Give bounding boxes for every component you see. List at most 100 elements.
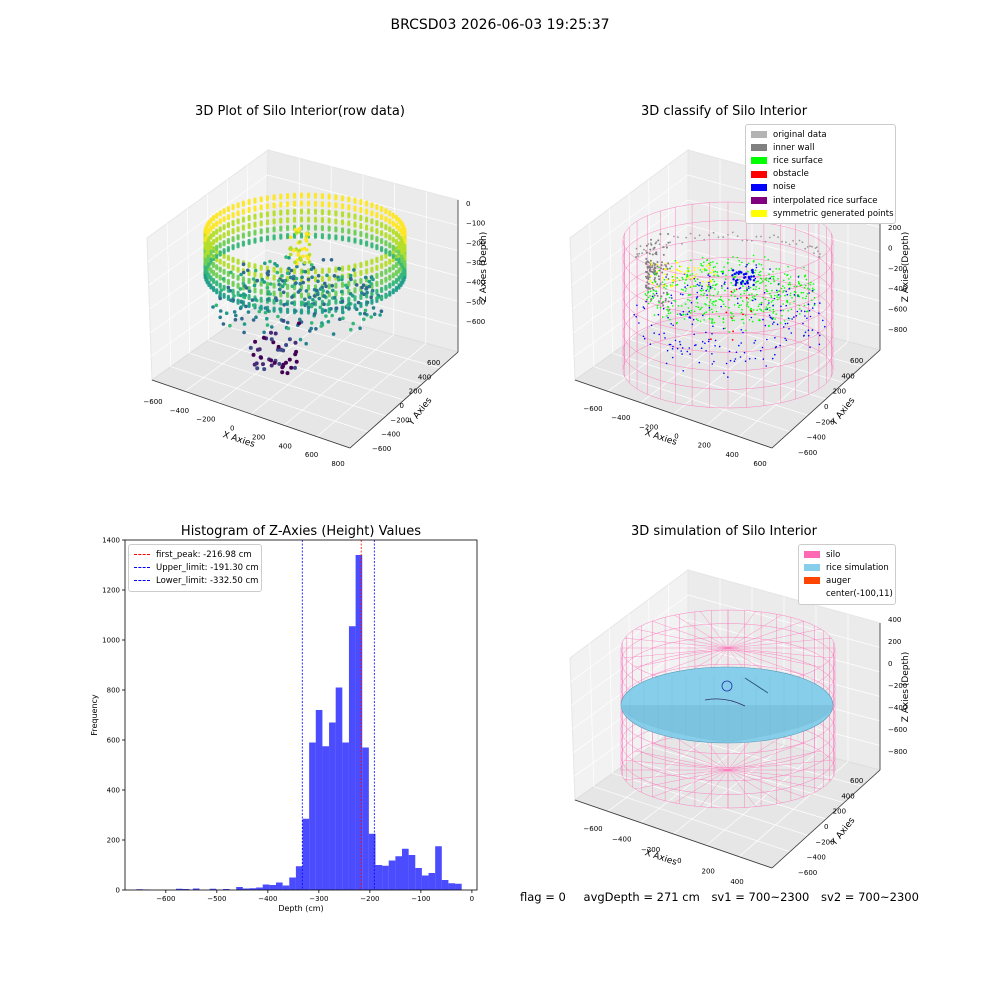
data-point (325, 290, 330, 294)
data-point (247, 209, 251, 214)
rice-surface-point (756, 309, 758, 312)
auger-shaft (744, 677, 769, 694)
inner-wall-point (816, 246, 818, 249)
data-point (248, 345, 253, 350)
rice-surface-point (710, 322, 713, 324)
rice-surface-point (647, 296, 650, 299)
classify-3d-plot: −600−400−20002004006006004002000−200−400… (569, 149, 911, 468)
histogram-title: Histogram of Z-Axies (Height) Values (180, 524, 422, 539)
histogram-bar (309, 742, 316, 890)
rice-surface-point (738, 304, 741, 307)
inner-wall-point (661, 261, 663, 264)
rice-surface-point (724, 289, 726, 292)
symmetric-point (663, 273, 666, 276)
data-point (212, 249, 216, 254)
inner-wall-point (643, 248, 645, 251)
data-point (226, 233, 230, 237)
noise-point (750, 275, 753, 278)
inner-wall-point (645, 284, 647, 287)
rice-surface-point (714, 266, 716, 268)
rice-surface-point (670, 265, 673, 268)
data-point (226, 273, 230, 277)
data-point (370, 269, 374, 273)
symmetric-point (673, 276, 675, 278)
data-point (212, 241, 216, 246)
rice-surface-point (760, 281, 763, 284)
data-point (367, 279, 372, 284)
data-point (313, 227, 318, 231)
center-marker (721, 680, 733, 692)
x-axis-line (574, 379, 773, 449)
histogram-bar (368, 833, 376, 890)
data-point (259, 199, 263, 203)
data-point (284, 343, 289, 347)
data-point (203, 273, 207, 277)
inner-wall-point (717, 236, 720, 239)
noise-point (788, 327, 790, 330)
rice-surface-point (718, 298, 721, 301)
data-point (320, 310, 324, 314)
data-point (222, 255, 226, 259)
data-point (204, 260, 208, 264)
rice-surface-point (809, 284, 811, 286)
data-point (380, 273, 384, 277)
rice-surface-point (808, 288, 811, 291)
legend-entry: rice surface (751, 154, 890, 167)
rice-surface-point (779, 295, 782, 297)
silo-spoke (727, 628, 821, 649)
rice-surface-point (708, 309, 711, 311)
inner-wall-point (641, 252, 643, 255)
data-point (290, 284, 295, 289)
rice-surface-point (769, 309, 771, 312)
classify-y-tick: −600 (798, 449, 817, 457)
plot-frame (124, 539, 478, 891)
data-point (359, 233, 363, 238)
noise-point (709, 285, 712, 288)
rice-surface-point (682, 314, 684, 316)
silo-spoke (700, 769, 729, 807)
noise-point (702, 314, 704, 317)
data-point (402, 228, 406, 232)
data-point (261, 362, 265, 367)
data-point (205, 281, 209, 285)
data-point (347, 223, 351, 227)
histogram-bar (176, 888, 183, 890)
data-point (253, 240, 257, 244)
noise-point (666, 349, 669, 352)
data-point (397, 244, 401, 248)
data-point (347, 215, 351, 219)
noise-point (773, 297, 776, 300)
data-point (259, 231, 263, 235)
inner-wall-point (731, 231, 734, 234)
grid-line (425, 191, 427, 344)
rice-surface-point (773, 310, 775, 313)
data-point (311, 298, 315, 302)
rice-surface-point (810, 281, 812, 284)
inner-wall-point (819, 253, 821, 255)
inner-wall-point (653, 294, 656, 297)
data-point (391, 247, 395, 251)
rice-surface-point (791, 297, 793, 299)
data-point (388, 237, 392, 241)
data-point (294, 247, 299, 251)
rice-surface-point (775, 268, 777, 270)
inner-wall-point (651, 266, 654, 269)
data-point (296, 290, 301, 294)
noise-point (822, 319, 824, 322)
noise-point (744, 282, 747, 285)
rice-surface-point (702, 294, 705, 297)
noise-point (686, 284, 689, 287)
noise-point (774, 353, 776, 356)
data-point (231, 247, 235, 251)
data-point (320, 278, 324, 282)
data-point (303, 297, 307, 302)
grid-line (570, 594, 689, 682)
data-point (262, 367, 267, 372)
rice-surface-point (742, 318, 744, 321)
data-point (241, 203, 245, 207)
data-point (340, 275, 344, 279)
data-point (247, 280, 251, 285)
rice-surface-point (787, 265, 789, 268)
data-point (380, 289, 384, 293)
data-point (384, 287, 388, 291)
